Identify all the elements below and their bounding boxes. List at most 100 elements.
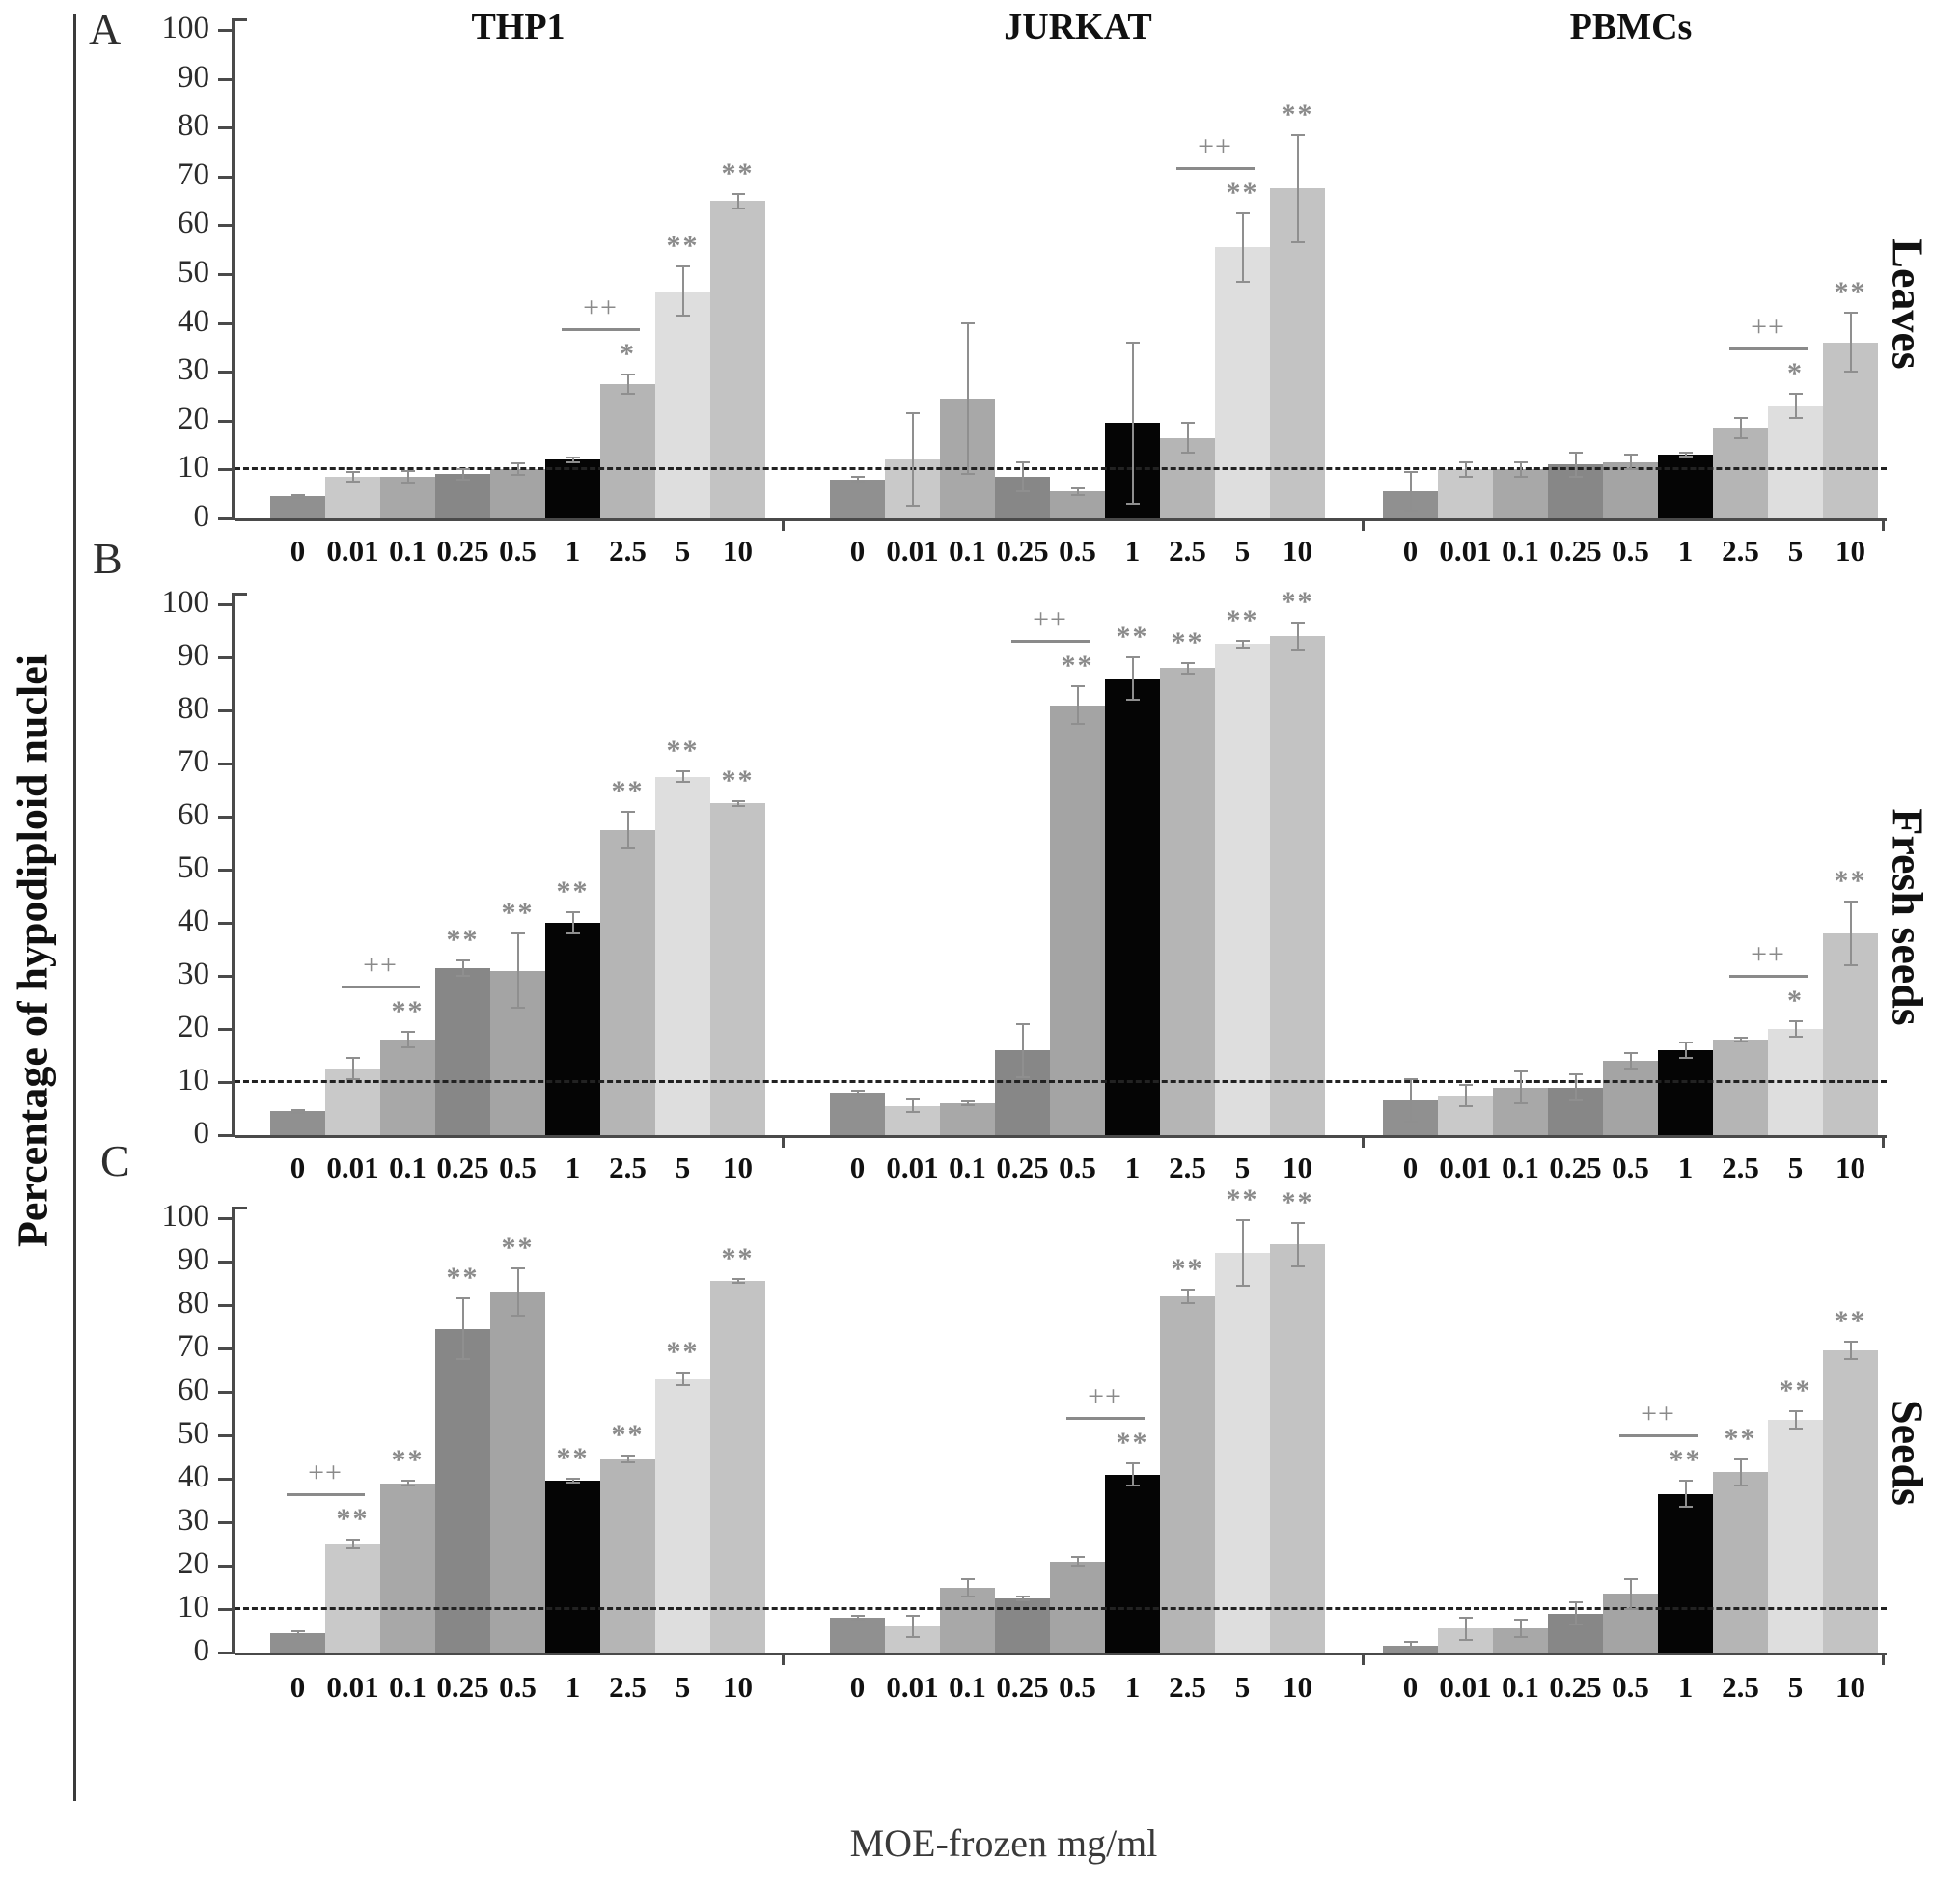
x-axis-tick — [1362, 1135, 1365, 1148]
x-tick-label: 0.01 — [326, 1670, 379, 1704]
sig-marker: ** — [1281, 1185, 1314, 1218]
sig-marker: ** — [1171, 625, 1204, 658]
bar — [940, 1103, 995, 1135]
y-tick — [218, 77, 233, 81]
x-tick-label: 0.5 — [1059, 1151, 1096, 1184]
bar — [380, 1040, 435, 1135]
y-tick — [218, 1081, 233, 1084]
error-bar-cap-bottom — [1180, 451, 1195, 454]
bracket-line — [1728, 974, 1808, 978]
y-tick-label: 60 — [178, 206, 209, 241]
error-bar-cap-bottom — [511, 1315, 525, 1318]
x-tick-label: 0 — [849, 1151, 866, 1184]
error-bar-cap-bottom — [960, 473, 975, 476]
error-bar-stem — [351, 1058, 354, 1080]
bar — [940, 1587, 995, 1653]
error-bar-stem — [1739, 1038, 1742, 1042]
error-bar-cap-bottom — [676, 781, 690, 784]
x-tick-label: 1 — [565, 1670, 581, 1704]
error-bar-stem — [1464, 461, 1467, 477]
bracket-label: ++ — [1198, 129, 1232, 162]
x-tick-label: 1 — [1677, 534, 1694, 568]
y-tick-label: 50 — [178, 1416, 209, 1451]
sig-marker: ** — [446, 1262, 480, 1294]
error-bar-stem — [461, 1298, 464, 1360]
error-bar-stem — [966, 1100, 969, 1106]
x-tick-label: 2.5 — [1722, 1670, 1759, 1704]
error-bar-cap-top — [1733, 1037, 1748, 1040]
y-tick-label: 50 — [178, 255, 209, 290]
error-bar-cap-top — [1568, 1601, 1583, 1604]
error-bar-cap-top — [1623, 454, 1638, 457]
error-bar-cap-top — [511, 932, 525, 934]
error-bar-cap-bottom — [850, 1618, 865, 1621]
error-bar-cap-bottom — [1015, 490, 1030, 493]
bar — [270, 496, 325, 518]
y-tick — [218, 517, 233, 520]
bracket-label: ++ — [1751, 310, 1785, 343]
x-tick-label: 0.01 — [326, 1151, 379, 1184]
error-bar-cap-top — [566, 911, 580, 913]
error-bar-cap-top — [290, 493, 305, 496]
error-bar-cap-top — [290, 1108, 305, 1111]
error-bar-stem — [911, 413, 914, 507]
y-tick-label: 100 — [161, 585, 210, 620]
x-tick-label: 10 — [723, 1670, 753, 1704]
error-bar-cap-bottom — [345, 1078, 360, 1081]
y-axis-line — [232, 1207, 235, 1654]
error-bar-cap-top — [960, 1099, 975, 1102]
error-bar-cap-top — [1513, 460, 1528, 463]
error-bar-cap-top — [1070, 486, 1085, 489]
y-tick — [218, 603, 233, 606]
sig-marker: * — [1787, 984, 1804, 1016]
error-bar-cap-bottom — [1733, 436, 1748, 439]
x-tick-label: 2.5 — [1169, 534, 1206, 568]
x-tick-label: 0 — [849, 534, 866, 568]
error-bar-stem — [736, 1279, 739, 1284]
error-bar-cap-bottom — [290, 1111, 305, 1114]
error-bar-cap-top — [1015, 1595, 1030, 1597]
sig-marker: ** — [1061, 650, 1094, 682]
error-bar-cap-bottom — [1513, 475, 1528, 478]
column-title-pbmcs: PBMCs — [1569, 7, 1693, 47]
x-tick-label: 0.01 — [886, 1151, 939, 1184]
threshold-line — [235, 1607, 1887, 1610]
error-bar-cap-bottom — [1733, 1484, 1748, 1486]
x-tick-label: 2.5 — [1169, 1151, 1206, 1184]
bar — [1270, 1244, 1325, 1653]
bar — [655, 776, 710, 1135]
error-bar-stem — [626, 1456, 629, 1463]
bar — [1658, 1493, 1713, 1653]
error-bar-cap-bottom — [960, 1595, 975, 1597]
error-bar-cap-bottom — [1015, 1075, 1030, 1078]
x-axis-line — [235, 518, 1887, 521]
x-axis-tick — [782, 518, 785, 531]
error-bar-stem — [856, 1090, 859, 1096]
sig-marker: ** — [556, 1442, 590, 1475]
error-bar-stem — [736, 800, 739, 806]
x-tick-label: 1 — [1677, 1151, 1694, 1184]
error-bar-cap-top — [1180, 422, 1195, 425]
y-tick-label: 60 — [178, 1373, 209, 1407]
y-axis-line — [232, 18, 235, 520]
error-bar-cap-top — [290, 1630, 305, 1633]
error-bar-stem — [571, 457, 574, 462]
error-bar-cap-bottom — [905, 1636, 920, 1639]
error-bar-cap-top — [1623, 1577, 1638, 1580]
error-bar-stem — [1021, 461, 1024, 492]
y-tick — [218, 709, 233, 712]
error-bar-cap-top — [621, 373, 635, 375]
bar — [435, 1328, 490, 1653]
y-tick-label: 80 — [178, 1286, 209, 1320]
error-bar-cap-bottom — [290, 496, 305, 499]
error-bar-cap-bottom — [1015, 1598, 1030, 1601]
y-tick-label: 0 — [193, 1116, 210, 1151]
sig-marker: ** — [1834, 865, 1867, 897]
error-bar-cap-bottom — [1788, 417, 1803, 420]
y-tick-label: 40 — [178, 1459, 209, 1494]
bracket-line — [1065, 1417, 1145, 1421]
y-tick — [218, 1478, 233, 1481]
bar — [270, 1632, 325, 1653]
x-tick-label: 0.25 — [996, 1151, 1049, 1184]
error-bar-cap-top — [1788, 392, 1803, 395]
